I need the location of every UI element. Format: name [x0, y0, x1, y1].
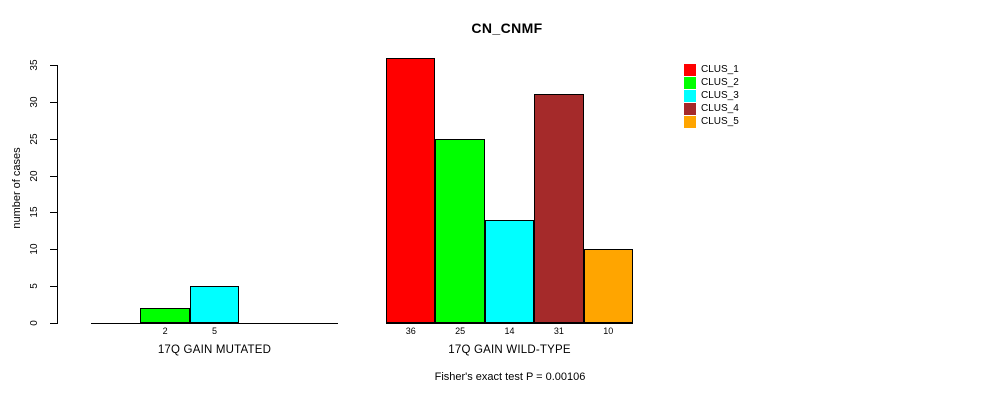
- legend-item: CLUS_1: [684, 63, 739, 76]
- y-tick-label: 20: [28, 170, 40, 182]
- legend-swatch-clus_2: [684, 76, 696, 89]
- chart-title: CN_CNMF: [471, 20, 543, 36]
- bar-value-label: 36: [405, 326, 416, 336]
- footnote: Fisher's exact test P = 0.00106: [434, 371, 586, 383]
- bar-clus_1: [386, 57, 436, 323]
- legend-label: CLUS_1: [701, 63, 739, 75]
- bar-clus_5: [583, 249, 633, 323]
- bar-clus_3: [189, 286, 240, 323]
- y-tick-label: 30: [28, 96, 40, 108]
- legend-swatch-clus_3: [684, 89, 696, 102]
- y-tick-label: 0: [28, 320, 40, 326]
- y-tick: [50, 212, 57, 214]
- group-label: 17Q GAIN MUTATED: [157, 344, 272, 356]
- legend-item: CLUS_3: [684, 89, 739, 102]
- bar-value-label: 14: [504, 326, 515, 336]
- y-tick: [50, 175, 57, 177]
- bar-clus_4: [534, 94, 584, 323]
- legend-item: CLUS_5: [684, 116, 739, 129]
- y-tick: [50, 101, 57, 103]
- x-baseline: [91, 323, 338, 324]
- legend: CLUS_1 CLUS_2 CLUS_3 CLUS_4 CLUS_5: [684, 63, 739, 129]
- y-tick-label: 35: [28, 59, 40, 71]
- y-tick: [50, 65, 57, 66]
- legend-label: CLUS_3: [701, 89, 739, 101]
- legend-swatch-clus_5: [684, 116, 696, 129]
- legend-label: CLUS_4: [701, 103, 739, 115]
- bar-value-label: 25: [455, 326, 466, 336]
- group-label: 17Q GAIN WILD-TYPE: [448, 344, 571, 356]
- bar-clus_3: [484, 219, 535, 323]
- y-tick: [50, 138, 57, 140]
- y-tick-label: 5: [28, 283, 40, 289]
- bar-value-label: 5: [211, 326, 217, 336]
- legend-item: CLUS_2: [684, 76, 739, 89]
- y-tick-label: 10: [28, 243, 40, 255]
- x-baseline: [386, 323, 633, 324]
- y-tick: [50, 323, 57, 324]
- legend-label: CLUS_2: [701, 76, 739, 88]
- y-axis-label: number of cases: [11, 147, 23, 229]
- legend-label: CLUS_5: [701, 116, 739, 128]
- bar-clus_2: [140, 308, 190, 323]
- legend-swatch-clus_1: [684, 63, 696, 76]
- y-tick: [50, 249, 57, 251]
- bar-value-label: 10: [603, 326, 614, 336]
- y-tick-label: 25: [28, 133, 40, 145]
- legend-swatch-clus_4: [684, 103, 696, 116]
- legend-item: CLUS_4: [684, 103, 739, 116]
- bar-value-label: 31: [553, 326, 564, 336]
- bar-clus_2: [435, 138, 485, 323]
- y-axis-line: [57, 65, 58, 324]
- y-tick: [50, 286, 57, 288]
- bar-value-label: 2: [162, 326, 168, 336]
- y-tick-label: 15: [28, 206, 40, 218]
